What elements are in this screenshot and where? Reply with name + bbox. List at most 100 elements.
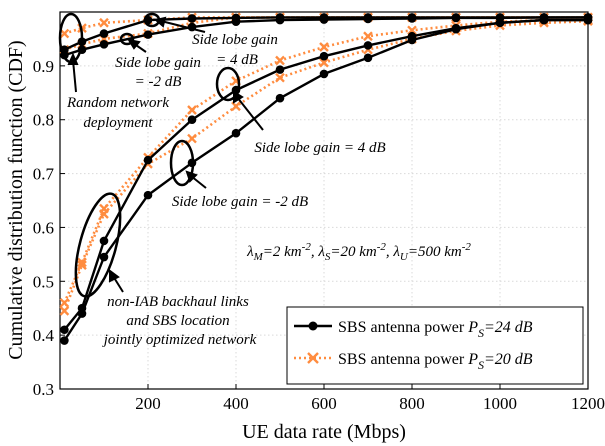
arrow-non-iab-head (109, 269, 120, 283)
x-tick-label: 400 (223, 394, 249, 413)
dot-marker (583, 13, 593, 22)
annotation-random-network-line2: deployment (83, 115, 153, 131)
series-line (63, 16, 588, 51)
x-marker (319, 42, 329, 52)
dot-marker (99, 40, 109, 49)
x-marker (187, 105, 197, 115)
dot-marker (187, 14, 197, 23)
y-tick-label: 0.3 (33, 380, 54, 399)
density-ls-sub: S (325, 251, 331, 263)
dot-marker (231, 128, 241, 138)
legend-entry-20db: SBS antenna power PS=20 dB (294, 351, 533, 372)
dot-marker (319, 69, 329, 79)
dot-marker (143, 190, 153, 200)
annotation-non-iab-line1: non-IAB backhaul links (107, 294, 249, 310)
arrow-side-lobe-4-large-head (233, 90, 244, 104)
dot-marker (60, 336, 69, 345)
dot-marker (319, 13, 329, 22)
dot-marker (77, 303, 87, 313)
arrow-side-lobe-4-large-shaft (236, 96, 264, 131)
arrow-side-lobe-neg2-large-head (185, 170, 198, 183)
annotation-side-lobe-4-small-line1: Side lobe gain (192, 32, 278, 48)
dot-marker (143, 30, 153, 39)
arrow-side-lobe-4-small-head (153, 16, 167, 28)
ellipse-random-network (58, 12, 84, 64)
dot-marker (495, 13, 505, 22)
dot-marker (451, 23, 461, 33)
y-tick-label: 0.5 (33, 272, 54, 291)
ellipse-side-lobe-neg2-large (169, 139, 195, 187)
annotation-non-iab-line2: and SBS location (126, 313, 229, 329)
ellipse-side-lobe-4-large (215, 66, 241, 102)
dot-marker (363, 41, 373, 50)
y-tick-label: 0.7 (33, 165, 55, 184)
annotation-random-network-line1: Random network (66, 95, 169, 111)
dot-marker (275, 65, 285, 74)
x-tick-label: 1000 (483, 394, 517, 413)
legend: SBS antenna power PS=24 dB SBS antenna p… (286, 306, 584, 385)
x-marker (187, 133, 197, 144)
dot-marker (143, 155, 153, 165)
y-tick-label: 0.9 (33, 57, 54, 76)
legend-entry-24db: SBS antenna power PS=24 dB (294, 319, 533, 340)
x-marker (363, 31, 373, 42)
dot-marker (187, 115, 197, 125)
dot-marker (99, 236, 109, 246)
x-marker (99, 203, 109, 214)
ellipse-side-lobe-neg2-small (119, 32, 135, 46)
dot-marker (319, 51, 329, 61)
density-lm-sub: M (253, 251, 264, 263)
tick-labels: 200 400 600 800 1000 1200 0.3 0.4 0.5 0.6 0.7 0.8 0.… (33, 57, 605, 413)
x-marker (99, 17, 109, 28)
annotation-side-lobe-neg2-small-line1: Side lobe gain (115, 55, 201, 71)
dot-marker (99, 252, 109, 262)
annotation-arrows (67, 16, 264, 293)
annotation-ellipses (58, 12, 241, 298)
dot-marker (539, 13, 549, 22)
ellipse-non-iab (74, 192, 122, 298)
legend-label-24db: SBS antenna power PS=24 dB (338, 319, 533, 340)
dot-marker (60, 325, 69, 335)
series-optimized-1 (60, 15, 593, 335)
annotation-side-lobe-4-small-line2: = 4 dB (216, 52, 258, 68)
annotation-side-lobe-neg2-large: Side lobe gain = -2 dB (172, 194, 308, 210)
dot-marker (99, 29, 109, 38)
series-random-5 (60, 13, 593, 54)
annotation-density: λM=2 km-2, λS=20 km-2, λU=500 km-2 (246, 241, 471, 263)
annotation-side-lobe-4-large: Side lobe gain = 4 dB (254, 140, 385, 156)
legend-box (286, 306, 584, 385)
density-lu-sub: U (400, 251, 409, 263)
x-marker (59, 28, 70, 39)
dot-marker (275, 93, 285, 103)
x-tick-label: 200 (135, 394, 161, 413)
legend-marker-20db (307, 352, 319, 364)
x-tick-label: 1200 (571, 394, 605, 413)
legend-marker-24db (308, 321, 318, 331)
dot-marker (407, 13, 417, 22)
y-tick-label: 0.6 (33, 218, 54, 237)
series-line (63, 18, 588, 331)
dot-marker (363, 53, 373, 63)
series-line (63, 19, 589, 312)
dot-marker (275, 13, 285, 22)
annotation-non-iab-line3: jointly optimized network (102, 332, 257, 348)
x-marker (275, 55, 285, 66)
x-marker (275, 72, 285, 83)
annotation-side-lobe-neg2-small-line2: = -2 dB (135, 74, 182, 90)
legend-label-20db: SBS antenna power PS=20 dB (338, 351, 533, 372)
arrow-random-network-shaft (72, 59, 77, 93)
dot-marker (451, 13, 461, 22)
x-tick-label: 600 (311, 394, 337, 413)
arrow-side-lobe-neg2-small-head (126, 38, 141, 50)
x-marker (319, 57, 329, 68)
x-marker (77, 257, 87, 268)
arrow-side-lobe-4-small-shaft (160, 20, 206, 33)
x-axis-title: UE data rate (Mbps) (242, 421, 406, 443)
x-tick-label: 800 (399, 394, 425, 413)
dot-marker (407, 31, 417, 41)
x-marker (59, 306, 70, 316)
y-axis-title: Cumulative distribution function (CDF) (5, 40, 27, 359)
dot-marker (231, 13, 241, 23)
arrow-random-network-head (67, 52, 79, 65)
